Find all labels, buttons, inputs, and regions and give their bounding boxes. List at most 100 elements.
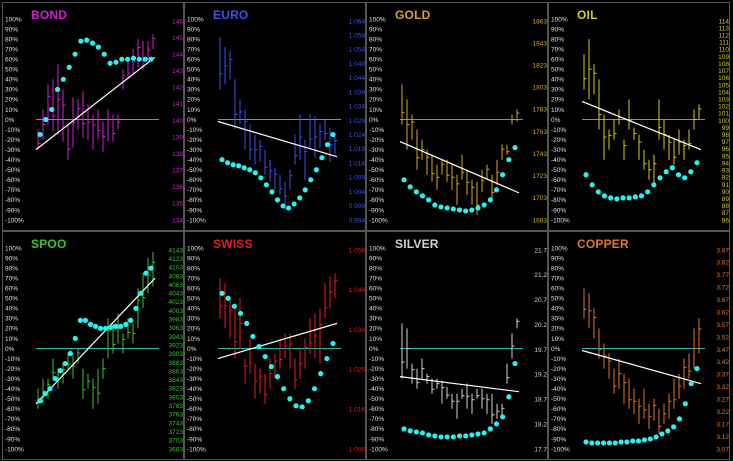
- trend-dot: [456, 207, 463, 213]
- trend-dot: [438, 434, 444, 440]
- trend-dot: [268, 363, 274, 370]
- price-tick-label: 104: [718, 89, 729, 96]
- price-tick-label: 1.024: [349, 132, 366, 139]
- pct-tick-label: -30%: [187, 147, 202, 154]
- price-tick-label: 1.014: [349, 160, 366, 167]
- pct-tick-label: -40%: [5, 157, 20, 164]
- trend-dot: [57, 368, 63, 374]
- price-tick-label: 21.2: [534, 272, 547, 279]
- price-tick-label: 3.12: [716, 434, 729, 441]
- price-tick-label: 138: [172, 151, 183, 158]
- trend-dot: [614, 196, 620, 202]
- trend-dot: [92, 323, 99, 329]
- price-tick-label: 1683: [533, 217, 548, 224]
- pct-tick-label: -100%: [369, 446, 388, 453]
- price-tick-label: 88: [722, 203, 730, 210]
- pct-tick-label: -70%: [5, 416, 20, 423]
- pct-tick-label: -30%: [551, 376, 566, 383]
- pct-tick-label: -80%: [551, 197, 566, 204]
- price-tick-label: 3.07: [716, 446, 729, 453]
- chart-title: SPOO: [31, 237, 67, 251]
- price-tick-label: 91: [722, 182, 730, 189]
- chart-svg: 100% 90% 80% 70% 60% 50% 40% 30% 20% 10% 0% -10% -20…: [5, 245, 184, 453]
- trend-dot: [224, 160, 231, 166]
- pct-tick-label: -90%: [5, 207, 20, 214]
- chart-svg: 100% 90% 80% 70% 60% 50% 40% 30% 20% 10% 0% -10% -20…: [187, 245, 366, 453]
- price-tick-label: 86: [722, 217, 730, 224]
- chart-title: BOND: [31, 8, 68, 22]
- pct-tick-label: -30%: [5, 376, 20, 383]
- trend-dot: [72, 335, 78, 342]
- trend-dot: [286, 205, 292, 211]
- pct-tick-label: 20%: [551, 326, 564, 333]
- chart-panel-euro: 100% 90% 80% 70% 60% 50% 40% 30% 20% 10% 0% -10% -20…: [184, 2, 366, 231]
- trend-dot: [475, 205, 481, 211]
- pct-tick-label: 90%: [187, 26, 200, 33]
- chart-svg: 100% 90% 80% 70% 60% 50% 40% 30% 20% 10% 0% -10% -20…: [551, 16, 730, 224]
- pct-tick-label: 30%: [551, 316, 564, 323]
- price-tick-label: 1.029: [349, 118, 366, 125]
- trend-dot: [595, 189, 601, 195]
- trend-dot: [230, 162, 236, 168]
- trend-dot: [620, 195, 626, 201]
- price-tick-label: 92: [722, 175, 730, 182]
- pct-tick-label: 70%: [551, 275, 564, 282]
- pct-tick-label: 40%: [187, 77, 200, 84]
- price-tick-label: 3.17: [716, 421, 729, 428]
- pct-tick-label: 80%: [369, 36, 382, 43]
- pct-tick-label: -60%: [5, 177, 20, 184]
- trend-dot: [118, 323, 124, 329]
- price-tick-label: 3.47: [716, 347, 729, 354]
- price-tick-label: 3.52: [716, 334, 729, 341]
- trend-dot: [688, 381, 694, 387]
- price-tick-label: 21.7: [534, 247, 547, 254]
- price-tick-label: 1.044: [349, 75, 366, 82]
- trend-line: [217, 322, 338, 360]
- trend-dot: [493, 187, 500, 193]
- chart-panel-spoo: 100% 90% 80% 70% 60% 50% 40% 30% 20% 10% 0% -10% -20…: [2, 231, 184, 460]
- trend-dot: [694, 160, 700, 166]
- pct-tick-label: 40%: [187, 306, 200, 313]
- price-tick-label: 4023: [169, 299, 184, 306]
- trend-dot: [297, 195, 303, 201]
- pct-tick-label: -90%: [369, 207, 384, 214]
- pct-tick-label: -20%: [369, 366, 384, 373]
- trend-dot: [675, 172, 682, 178]
- trend-dot: [595, 440, 601, 446]
- trend-dot: [583, 439, 589, 445]
- trend-dot: [67, 350, 73, 357]
- trend-dot: [665, 428, 671, 434]
- price-tick-label: 1803: [533, 85, 548, 92]
- chart-panel-copper: 100% 90% 80% 70% 60% 50% 40% 30% 20% 10% 0% -10% -20…: [548, 231, 730, 460]
- pct-tick-label: 30%: [369, 87, 382, 94]
- price-tick-label: 3883: [169, 360, 184, 367]
- trend-dot: [97, 325, 104, 331]
- trend-dot: [78, 38, 84, 44]
- trend-dot: [287, 396, 293, 402]
- trend-dot: [512, 145, 518, 151]
- chart-svg: 100% 90% 80% 70% 60% 50% 40% 30% 20% 10% 0% -10% -20…: [551, 245, 729, 453]
- pct-tick-label: -20%: [5, 366, 20, 373]
- pct-tick-label: -20%: [551, 366, 566, 373]
- pct-tick-label: 100%: [5, 245, 22, 252]
- trend-dot: [647, 436, 653, 442]
- pct-tick-label: 20%: [5, 326, 18, 333]
- chart-svg: 100% 90% 80% 70% 60% 50% 40% 30% 20% 10% 0% -10% -20…: [369, 16, 548, 224]
- pct-tick-label: -70%: [187, 187, 202, 194]
- trend-dot: [500, 414, 506, 420]
- pct-tick-label: 0%: [551, 117, 561, 124]
- pct-tick-label: 80%: [187, 36, 200, 43]
- price-tick-label: 146: [172, 18, 183, 25]
- pct-tick-label: -50%: [5, 396, 20, 403]
- trend-dot: [281, 386, 287, 392]
- trend-dot: [638, 193, 645, 199]
- pct-tick-label: 30%: [187, 316, 200, 323]
- trend-dot: [72, 51, 78, 57]
- price-tick-label: 109: [718, 54, 729, 61]
- trend-dot: [641, 437, 648, 443]
- pct-tick-label: -50%: [551, 396, 566, 403]
- trend-dot: [500, 172, 506, 178]
- price-tick-label: 107: [718, 68, 729, 75]
- price-tick-label: 1.056: [349, 247, 366, 254]
- price-tick-label: 3963: [169, 325, 184, 332]
